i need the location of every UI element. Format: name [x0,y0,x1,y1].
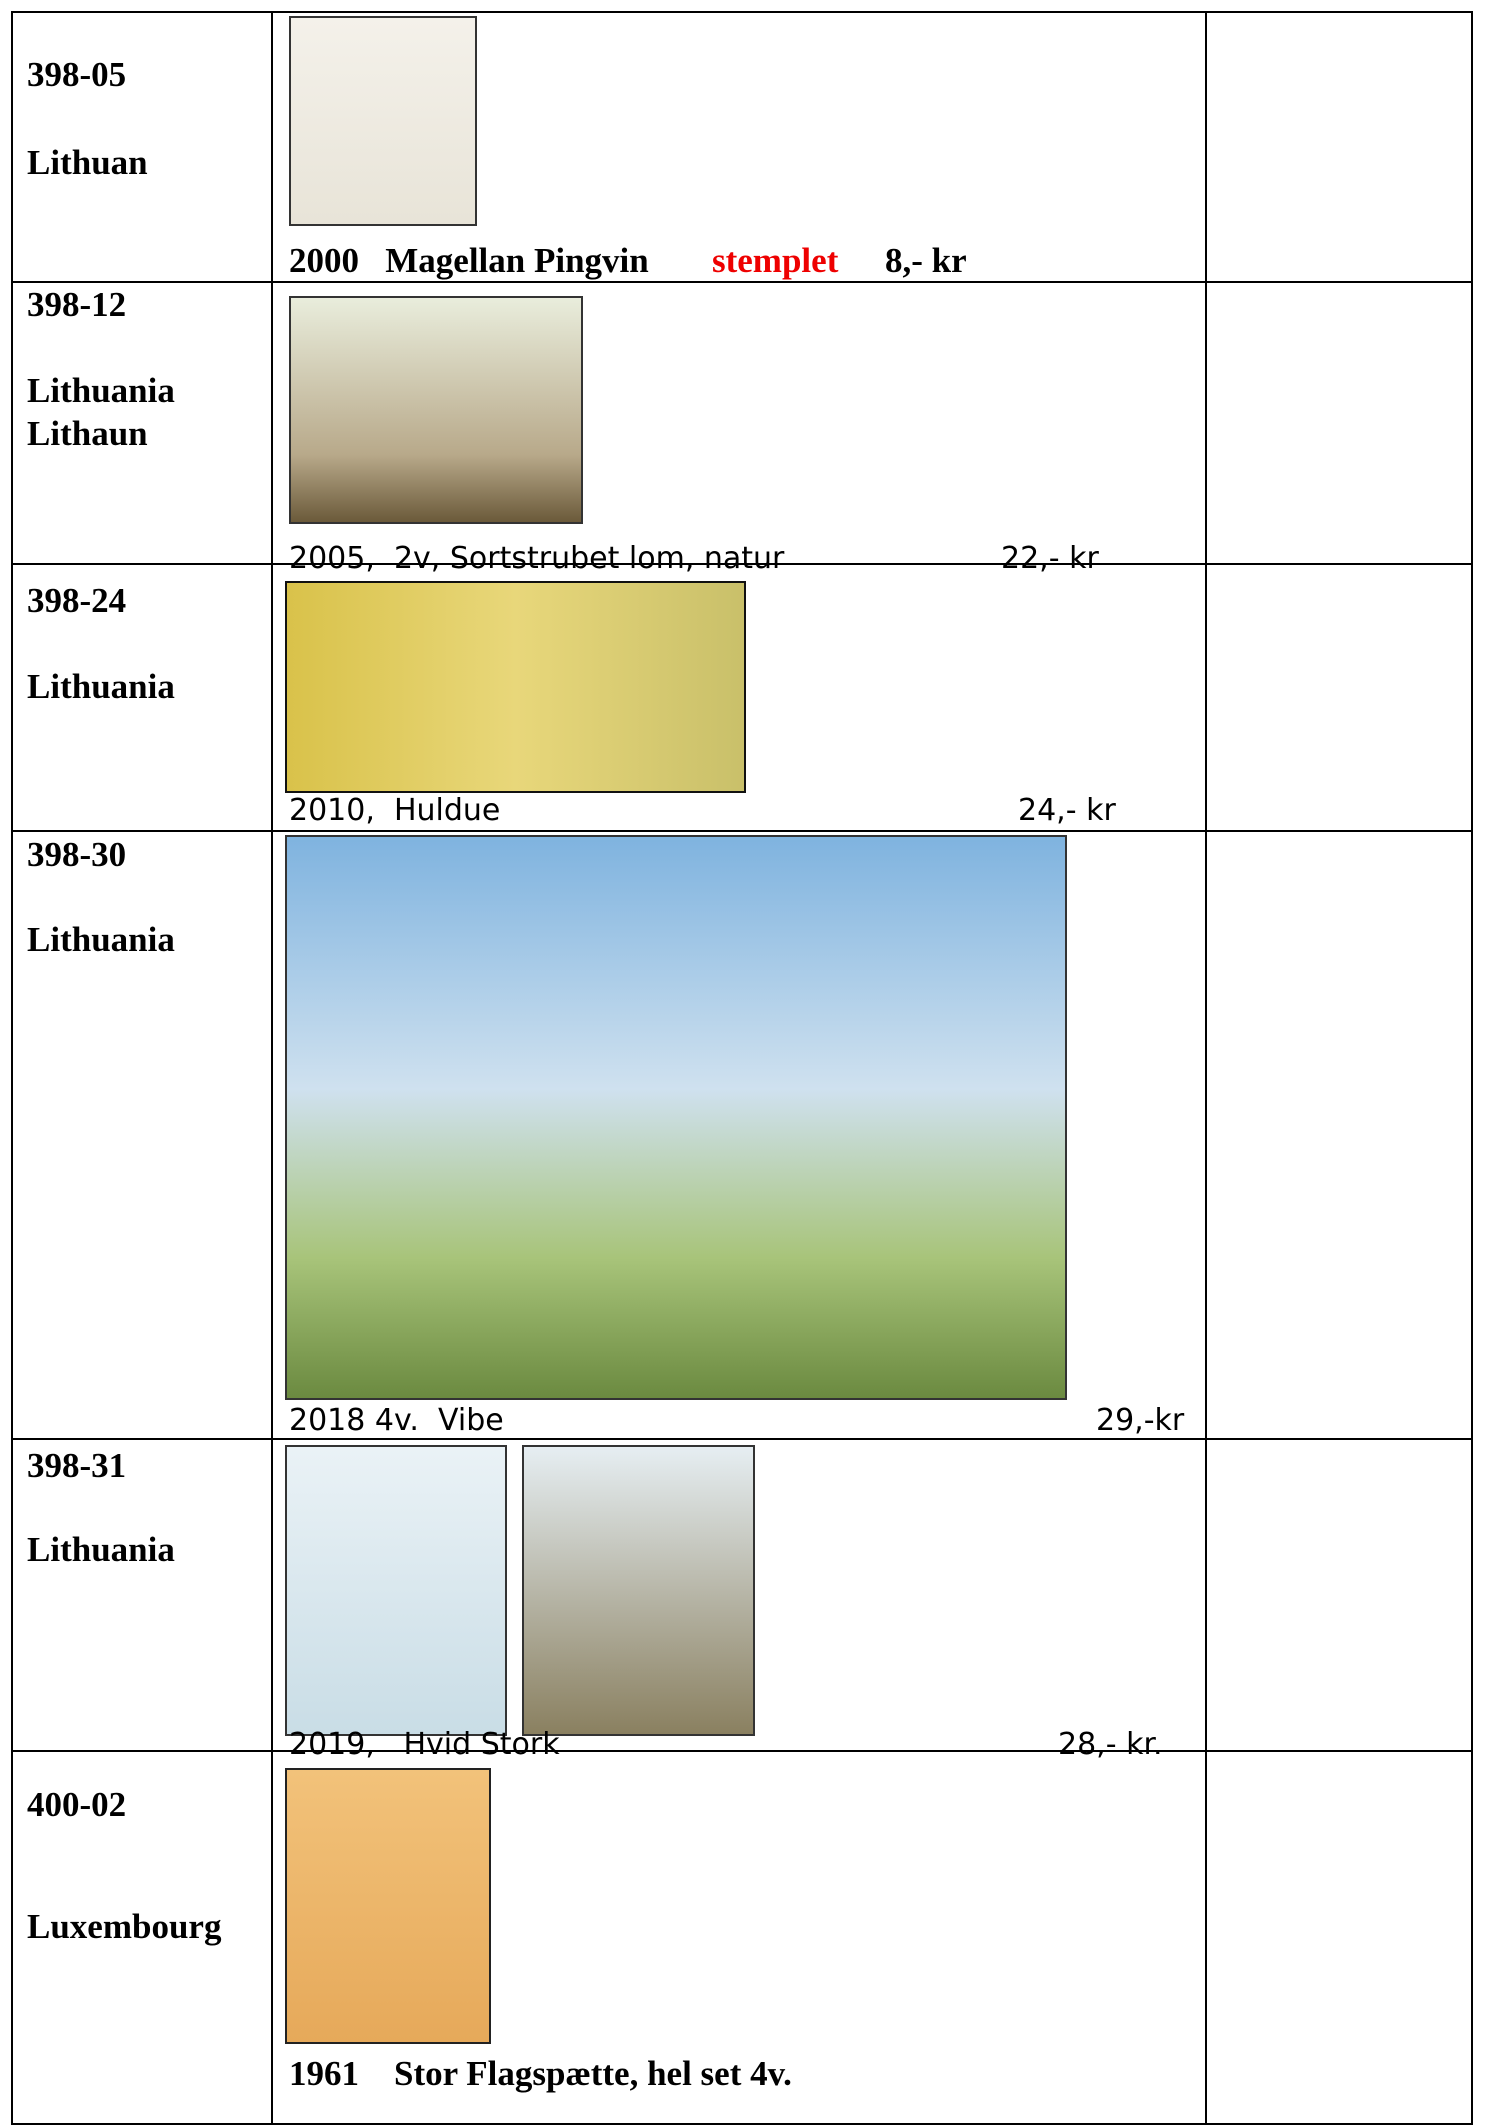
stamp-image [289,16,477,226]
status: stemplet [712,241,839,280]
country: Lithaun [27,414,148,453]
table-border [11,11,13,2124]
stamp-image [285,1768,491,2044]
price: 8,- kr [885,241,967,280]
column-border [1205,11,1207,2124]
row-border [11,830,1473,832]
caption: 2000 Magellan Pingvin [289,241,649,280]
table-border [11,11,1473,13]
caption: 2019, Hvid Stork [289,1727,560,1762]
country: Lithuania [27,920,175,959]
country: Lithuania [27,1530,175,1569]
caption: 2005, 2v, Sortstrubet lom, natur [289,541,785,576]
item-code: 398-30 [27,835,127,874]
stamp-image [285,581,746,793]
price: 29,-kr [1096,1403,1185,1438]
item-code: 400-02 [27,1785,127,1824]
caption: 2010, Huldue [289,793,501,828]
price: 24,- kr [1018,793,1116,828]
price: 22,- kr [1001,541,1099,576]
country: Lithuania [27,667,175,706]
stamp-image [285,835,1067,1400]
item-code: 398-24 [27,581,127,620]
row-border [11,1750,1473,1752]
item-code: 398-12 [27,285,127,324]
table-border [11,2123,1473,2125]
price: 28,- kr. [1058,1727,1163,1762]
row-border [11,563,1473,565]
table-border [1471,11,1473,2124]
row-border [11,281,1473,283]
item-code: 398-05 [27,55,127,94]
stamp-image [522,1445,755,1736]
country: Lithuan [27,143,148,182]
caption: 1961 Stor Flagspætte, hel set 4v. [289,2054,792,2093]
country: Lithuania [27,371,175,410]
item-code: 398-31 [27,1446,127,1485]
stamp-image [285,1445,507,1736]
column-border [271,11,273,2124]
stamp-image [289,296,583,524]
country: Luxembourg [27,1907,222,1946]
caption: 2018 4v. Vibe [289,1403,504,1438]
row-border [11,1438,1473,1440]
